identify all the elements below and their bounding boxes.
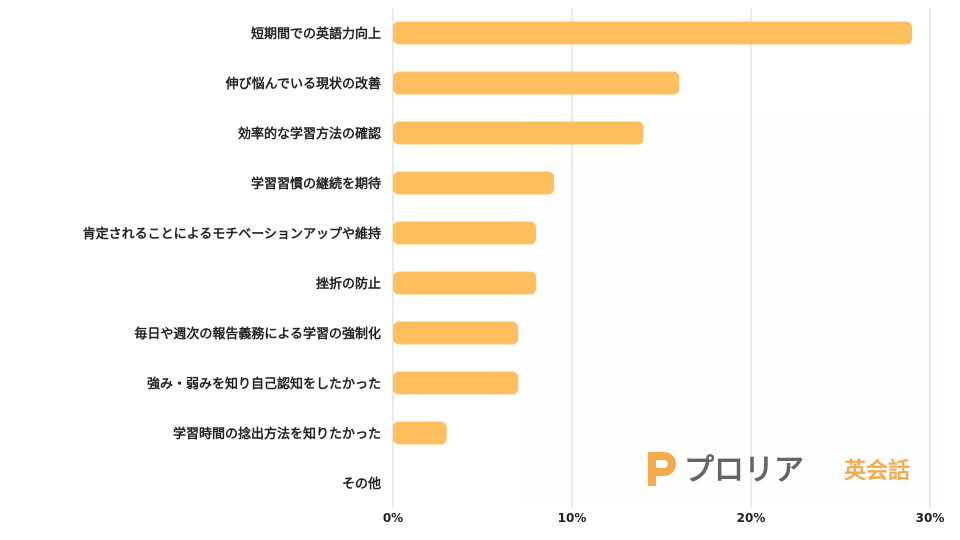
x-tick-label: 30% (916, 511, 945, 525)
category-label: 効率的な学習方法の確認 (238, 126, 381, 142)
x-tick-label: 0% (383, 511, 403, 525)
category-label: 肯定されることによるモチベーションアップや維持 (83, 226, 381, 242)
logo-mark-icon (648, 452, 676, 486)
bar (393, 21, 913, 45)
bars (393, 21, 913, 445)
category-label: 強み・弱みを知り自己認知をしたかった (147, 376, 381, 392)
bar (393, 121, 644, 145)
bar (393, 271, 537, 295)
bar (393, 321, 519, 345)
logo-suffix-text: 英会話 (844, 458, 910, 484)
category-label: 毎日や週次の報告義務による学習の強制化 (134, 326, 381, 342)
x-tick-label: 10% (558, 511, 587, 525)
category-label: 学習習慣の継続を期待 (251, 176, 381, 192)
bar (393, 221, 537, 245)
bar (393, 71, 680, 95)
bar (393, 171, 555, 195)
category-label: 短期間での英語力向上 (251, 26, 381, 42)
bar (393, 421, 447, 445)
x-tick-labels: 0% 10% 20% 30% (383, 511, 945, 525)
logo-brand-text: プロリア (684, 453, 804, 488)
category-label: 学習時間の捻出方法を知りたかった (173, 426, 381, 442)
bar (393, 371, 519, 395)
category-label: 挫折の防止 (316, 276, 381, 292)
proria-logo: プロリア 英会話 (648, 452, 910, 488)
x-tick-label: 20% (737, 511, 766, 525)
plot-background-pattern (520, 110, 940, 500)
category-labels: 短期間での英語力向上伸び悩んでいる現状の改善効率的な学習方法の確認学習習慣の継続… (83, 26, 381, 492)
category-label: その他 (342, 476, 381, 492)
category-label: 伸び悩んでいる現状の改善 (225, 76, 381, 92)
